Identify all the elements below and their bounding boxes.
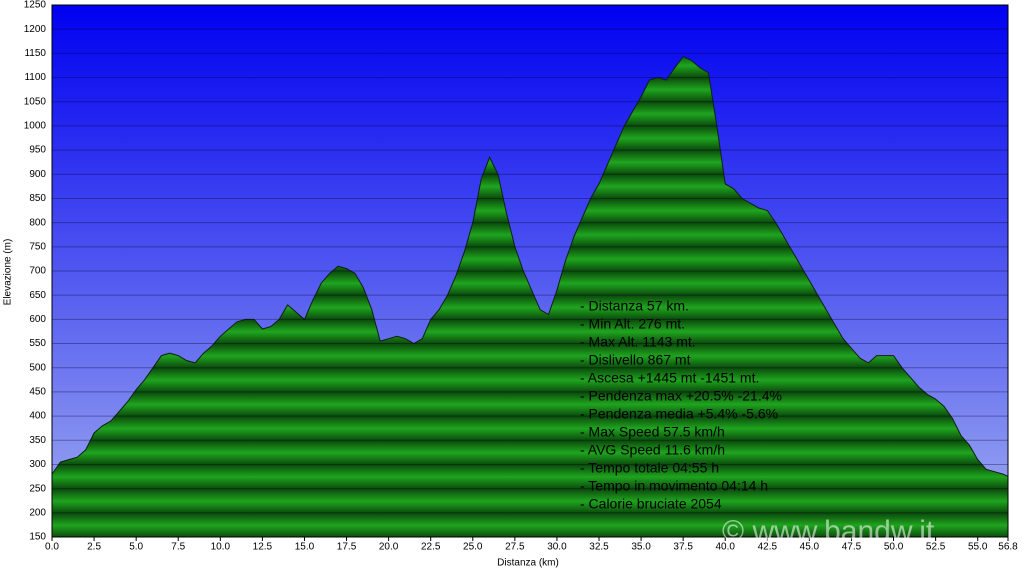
y-tick-label: 150 (29, 532, 46, 543)
plot-frame (51, 4, 1009, 538)
y-tick-label: 650 (29, 290, 46, 301)
annotation: - Tempo totale 04:55 h (580, 460, 719, 476)
y-tick-label: 600 (29, 314, 46, 325)
annotation: - Distanza 57 km. (580, 298, 689, 314)
x-tick-label: 47.5 (842, 542, 862, 553)
annotation: - Pendenza max +20.5% -21.4% (580, 388, 782, 404)
x-axis-label: Distanza (km) (497, 558, 559, 569)
y-tick-label: 1150 (24, 48, 46, 59)
x-tick-label: 56.8 (998, 542, 1018, 553)
y-tick-label: 1250 (24, 0, 47, 11)
y-tick-label: 800 (29, 217, 46, 228)
x-tick-label: 52.5 (926, 542, 946, 553)
annotation: - Dislivello 867 mt (580, 352, 691, 368)
x-tick-label: 45.0 (800, 542, 820, 553)
y-tick-label: 450 (29, 387, 46, 398)
x-tick-label: 40.0 (716, 542, 736, 553)
y-tick-label: 700 (29, 266, 46, 277)
y-tick-label: 1100 (24, 72, 46, 83)
annotation: - Pendenza media +5.4% -5.6% (580, 406, 778, 422)
y-tick-label: 500 (29, 362, 46, 373)
y-tick-label: 250 (29, 483, 46, 494)
y-tick-label: 1000 (24, 121, 47, 132)
y-tick-label: 850 (29, 193, 46, 204)
x-tick-label: 35.0 (631, 542, 651, 553)
watermark: © www.bandw.it (722, 515, 935, 548)
x-tick-label: 32.5 (589, 542, 609, 553)
x-tick-label: 2.5 (87, 542, 101, 553)
y-tick-label: 300 (29, 459, 46, 470)
x-tick-label: 15.0 (295, 542, 315, 553)
x-tick-label: 50.0 (884, 542, 904, 553)
x-tick-label: 10.0 (211, 542, 231, 553)
y-tick-label: 550 (29, 338, 46, 349)
area-fill (52, 56, 1008, 537)
x-tick-label: 37.5 (673, 542, 693, 553)
x-tick-label: 12.5 (253, 542, 273, 553)
x-tick-label: 55.0 (968, 542, 988, 553)
y-tick-label: 350 (29, 435, 46, 446)
x-tick-label: 27.5 (505, 542, 525, 553)
y-axis-label: Elevazione (m) (3, 239, 14, 306)
annotation: - AVG Speed 11.6 km/h (580, 442, 725, 458)
annotation: - Tempo in movimento 04:14 h (580, 478, 768, 494)
y-tick-label: 200 (29, 507, 46, 518)
x-tick-label: 7.5 (171, 542, 185, 553)
x-tick-label: 42.5 (758, 542, 778, 553)
y-tick-label: 1200 (24, 24, 47, 35)
x-tick-label: 25.0 (463, 542, 483, 553)
x-tick-label: 20.0 (379, 542, 399, 553)
annotation: - Ascesa +1445 mt -1451 mt. (580, 370, 759, 386)
x-tick-label: 30.0 (547, 542, 567, 553)
y-tick-label: 750 (29, 241, 46, 252)
y-tick-label: 1050 (24, 96, 47, 107)
x-tick-label: 22.5 (421, 542, 441, 553)
y-tick-label: 900 (29, 169, 46, 180)
y-tick-label: 950 (29, 145, 46, 156)
profile-line (51, 56, 1009, 477)
annotation: - Max Alt. 1143 mt. (580, 334, 696, 350)
x-tick-label: 5.0 (129, 542, 143, 553)
annotation: - Calorie bruciate 2054 (580, 496, 722, 512)
x-tick-label: 17.5 (337, 542, 357, 553)
x-tick-label: 0.0 (45, 542, 59, 553)
annotation: - Min Alt. 276 mt. (580, 316, 685, 332)
y-tick-label: 400 (29, 411, 46, 422)
annotation: - Max Speed 57.5 km/h (580, 424, 725, 440)
